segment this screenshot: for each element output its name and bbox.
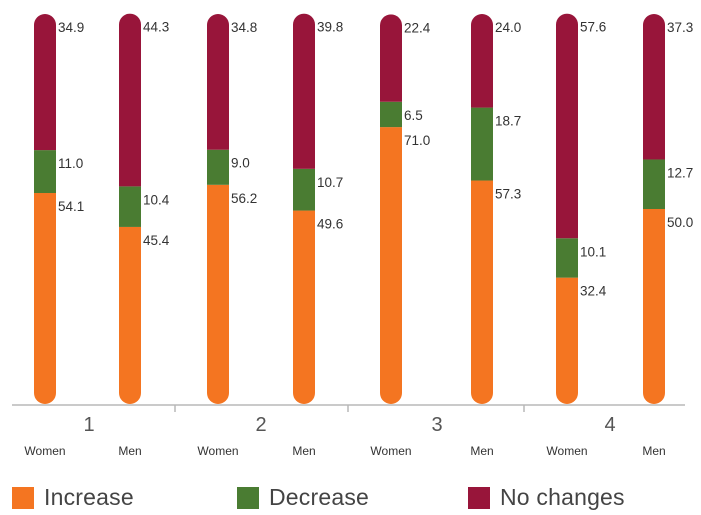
group-label-4: 4 <box>604 414 615 436</box>
value-label-no-changes-7: 57.6 <box>580 20 606 35</box>
value-label-no-changes-6: 24.0 <box>495 20 521 35</box>
value-label-no-changes-3: 34.8 <box>231 20 257 35</box>
value-label-increase-7: 32.4 <box>580 284 607 299</box>
legend-label-increase: Increase <box>44 484 134 510</box>
legend-swatch-increase <box>12 486 34 509</box>
bar-segment-decrease-2 <box>119 186 141 227</box>
value-label-decrease-4: 10.7 <box>317 175 343 190</box>
bar-stack-2 <box>119 13 141 404</box>
bar-segment-increase-2 <box>119 226 141 404</box>
bar-stack-3 <box>207 14 229 404</box>
group-label-2: 2 <box>255 414 266 436</box>
bar-stack-8 <box>643 14 665 404</box>
value-label-decrease-1: 11.0 <box>58 156 83 171</box>
value-label-increase-8: 50.0 <box>667 215 693 230</box>
bar-segment-increase-1 <box>34 193 56 404</box>
category-label-2: Men <box>118 444 141 458</box>
bar-segment-decrease-3 <box>207 149 229 185</box>
bar-segment-increase-7 <box>556 277 578 404</box>
value-label-increase-1: 54.1 <box>58 199 84 214</box>
bar-segment-no-changes-6 <box>471 14 493 108</box>
bar-segment-decrease-1 <box>34 150 56 194</box>
bar-stack-6 <box>471 14 493 404</box>
bar-segment-increase-3 <box>207 184 229 404</box>
bar-segment-no-changes-3 <box>207 14 229 150</box>
bar-segment-increase-4 <box>293 210 315 404</box>
category-label-5: Women <box>370 444 411 458</box>
value-label-no-changes-8: 37.3 <box>667 20 693 35</box>
legend-item-decrease: Decrease <box>237 484 369 511</box>
bar-segment-increase-8 <box>643 209 665 404</box>
category-label-6: Men <box>470 444 493 458</box>
group-label-1: 1 <box>83 414 94 436</box>
category-label-3: Women <box>197 444 238 458</box>
legend: Increase Decrease No changes <box>0 484 701 515</box>
category-label-8: Men <box>642 444 665 458</box>
value-labels-layer: 54.1 11.0 34.9 45.4 10.4 44.3 56.2 9.0 34.8 49.6 1… <box>58 20 693 299</box>
value-label-decrease-2: 10.4 <box>143 192 170 207</box>
value-label-decrease-7: 10.1 <box>580 244 606 259</box>
value-label-increase-5: 71.0 <box>404 133 430 148</box>
bar-segment-no-changes-4 <box>293 13 315 169</box>
legend-item-no-changes: No changes <box>468 484 625 511</box>
x-axis-labels: Women Men Women Men Women Men Women Men 1 2 3 4 <box>24 405 666 458</box>
bar-segment-decrease-4 <box>293 168 315 211</box>
value-label-no-changes-1: 34.9 <box>58 20 84 35</box>
bar-segment-increase-5 <box>380 127 402 404</box>
bar-segment-no-changes-7 <box>556 13 578 239</box>
legend-swatch-no-changes <box>468 486 490 509</box>
bar-segment-decrease-8 <box>643 159 665 209</box>
category-label-4: Men <box>292 444 315 458</box>
legend-label-decrease: Decrease <box>269 484 370 510</box>
value-label-no-changes-5: 22.4 <box>404 20 431 35</box>
value-label-decrease-8: 12.7 <box>667 165 693 180</box>
value-label-increase-2: 45.4 <box>143 233 170 248</box>
value-label-decrease-5: 6.5 <box>404 108 423 123</box>
value-label-increase-4: 49.6 <box>317 217 343 232</box>
bar-stack-1 <box>34 14 56 404</box>
group-label-3: 3 <box>431 414 442 436</box>
value-label-increase-3: 56.2 <box>231 191 257 206</box>
bar-segment-no-changes-1 <box>34 14 56 151</box>
bar-segment-increase-6 <box>471 180 493 404</box>
bars-layer <box>34 13 665 404</box>
bar-stack-7 <box>556 13 578 404</box>
bar-segment-decrease-6 <box>471 107 493 181</box>
legend-swatch-decrease <box>237 486 259 509</box>
value-label-decrease-6: 18.7 <box>495 114 521 129</box>
bar-segment-decrease-5 <box>380 101 402 128</box>
bar-segment-no-changes-8 <box>643 14 665 160</box>
category-label-7: Women <box>546 444 587 458</box>
bar-segment-no-changes-2 <box>119 13 141 187</box>
value-label-no-changes-4: 39.8 <box>317 20 343 35</box>
value-label-increase-6: 57.3 <box>495 187 521 202</box>
bar-segment-no-changes-5 <box>380 14 402 102</box>
value-label-no-changes-2: 44.3 <box>143 20 169 35</box>
category-label-1: Women <box>24 444 65 458</box>
value-label-decrease-3: 9.0 <box>231 156 250 171</box>
legend-label-no-changes: No changes <box>500 484 625 510</box>
bar-stack-4 <box>293 13 315 404</box>
bar-stack-5 <box>380 14 402 404</box>
legend-item-increase: Increase <box>12 484 134 511</box>
bar-segment-decrease-7 <box>556 238 578 278</box>
